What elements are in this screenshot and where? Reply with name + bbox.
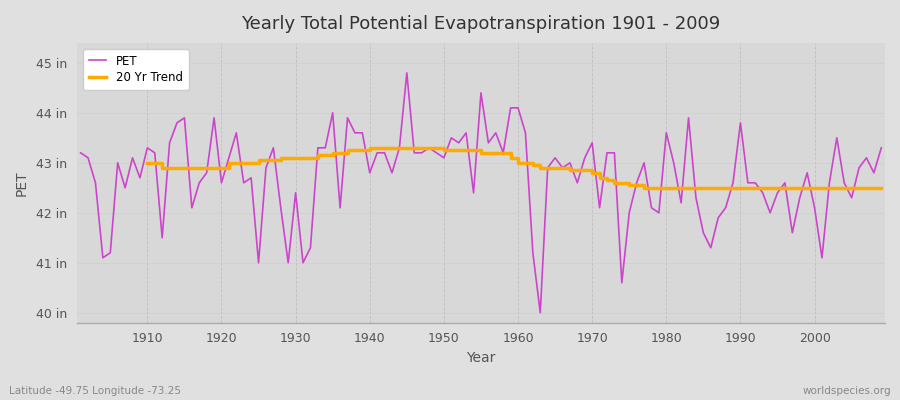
20 Yr Trend	[876, 186, 886, 190]
PET	[876, 146, 886, 150]
PET	[342, 116, 353, 120]
PET	[616, 280, 627, 285]
PET	[134, 176, 145, 180]
X-axis label: Year: Year	[466, 351, 496, 365]
Text: Latitude -49.75 Longitude -73.25: Latitude -49.75 Longitude -73.25	[9, 386, 181, 396]
PET	[76, 150, 86, 155]
20 Yr Trend	[527, 163, 538, 168]
20 Yr Trend	[639, 186, 650, 190]
Text: worldspecies.org: worldspecies.org	[803, 386, 891, 396]
Title: Yearly Total Potential Evapotranspiration 1901 - 2009: Yearly Total Potential Evapotranspiratio…	[241, 15, 721, 33]
PET	[513, 106, 524, 110]
20 Yr Trend	[832, 186, 842, 190]
PET	[535, 310, 545, 315]
Y-axis label: PET: PET	[15, 170, 29, 196]
20 Yr Trend	[283, 156, 293, 160]
20 Yr Trend	[364, 146, 375, 150]
PET	[401, 70, 412, 75]
Legend: PET, 20 Yr Trend: PET, 20 Yr Trend	[83, 49, 189, 90]
20 Yr Trend	[587, 170, 598, 175]
20 Yr Trend	[142, 160, 153, 165]
PET	[520, 130, 531, 135]
Line: PET: PET	[81, 73, 881, 313]
Line: 20 Yr Trend: 20 Yr Trend	[148, 148, 881, 188]
PET	[298, 260, 309, 265]
20 Yr Trend	[854, 186, 865, 190]
20 Yr Trend	[312, 153, 323, 158]
